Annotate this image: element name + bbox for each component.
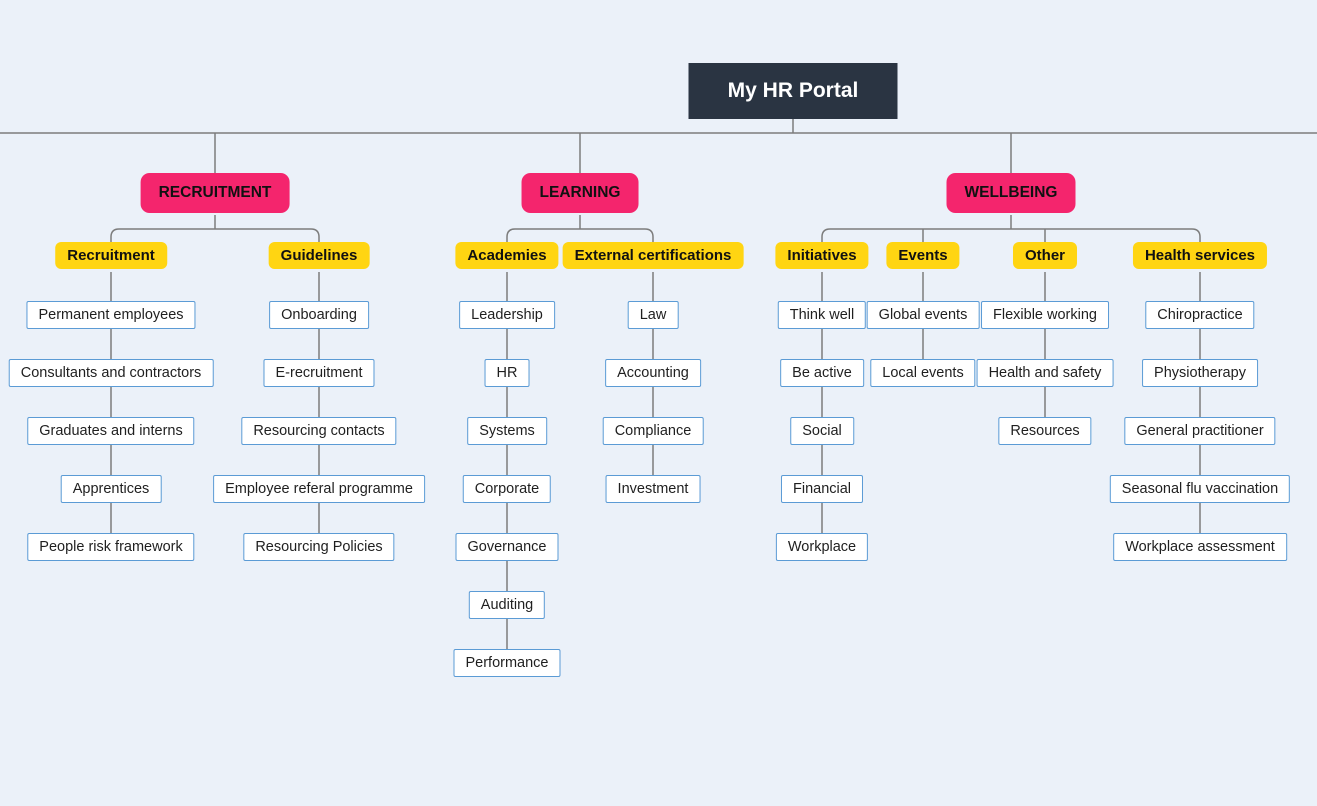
leaf-node-local-events[interactable]: Local events [870,359,976,387]
leaf-node-e-recruitment[interactable]: E-recruitment [263,359,375,387]
leaf-node-financial[interactable]: Financial [780,475,864,503]
leaf-node-law[interactable]: Law [627,301,679,329]
leaf-node-resources[interactable]: Resources [998,417,1092,445]
leaf-node-global-events[interactable]: Global events [866,301,980,329]
leaf-node-workplace[interactable]: Workplace [775,533,869,561]
leaf-node-leadership[interactable]: Leadership [459,301,555,329]
leaf-node-social[interactable]: Social [790,417,854,445]
group-node-initiatives[interactable]: Initiatives [775,242,869,269]
leaf-node-graduates-and-interns[interactable]: Graduates and interns [27,417,195,445]
leaf-node-chiropractice[interactable]: Chiropractice [1145,301,1255,329]
bracket-connector [110,228,320,242]
group-node-academies[interactable]: Academies [455,242,559,269]
bracket-connector [821,228,1201,242]
leaf-node-seasonal-flu-vaccination[interactable]: Seasonal flu vaccination [1109,475,1291,503]
branch-node-wellbeing[interactable]: WELLBEING [946,173,1076,213]
leaf-node-health-and-safety[interactable]: Health and safety [976,359,1114,387]
leaf-node-employee-referal-programme[interactable]: Employee referal programme [213,475,425,503]
bracket-connector [506,228,654,242]
group-node-other[interactable]: Other [1012,242,1078,269]
leaf-node-flexible-working[interactable]: Flexible working [981,301,1109,329]
leaf-node-permanent-employees[interactable]: Permanent employees [26,301,196,329]
group-node-health-services[interactable]: Health services [1132,242,1268,269]
leaf-node-physiotherapy[interactable]: Physiotherapy [1142,359,1258,387]
group-node-recruitment[interactable]: Recruitment [55,242,167,269]
branch-node-recruitment[interactable]: RECRUITMENT [140,173,290,213]
leaf-node-apprentices[interactable]: Apprentices [60,475,162,503]
leaf-node-workplace-assessment[interactable]: Workplace assessment [1113,533,1287,561]
leaf-node-auditing[interactable]: Auditing [468,591,546,619]
leaf-node-resourcing-contacts[interactable]: Resourcing contacts [241,417,397,445]
branch-node-learning[interactable]: LEARNING [521,173,639,213]
root-node-my-hr-portal[interactable]: My HR Portal [688,63,898,119]
group-node-guidelines[interactable]: Guidelines [268,242,370,269]
leaf-node-be-active[interactable]: Be active [780,359,864,387]
leaf-node-performance[interactable]: Performance [453,649,561,677]
leaf-node-accounting[interactable]: Accounting [605,359,701,387]
leaf-node-think-well[interactable]: Think well [777,301,867,329]
group-node-external-certifications[interactable]: External certifications [562,242,744,269]
leaf-node-onboarding[interactable]: Onboarding [269,301,369,329]
leaf-node-corporate[interactable]: Corporate [462,475,552,503]
leaf-node-governance[interactable]: Governance [455,533,559,561]
leaf-node-resourcing-policies[interactable]: Resourcing Policies [243,533,395,561]
leaf-node-people-risk-framework[interactable]: People risk framework [27,533,195,561]
leaf-node-general-practitioner[interactable]: General practitioner [1124,417,1276,445]
group-node-events[interactable]: Events [886,242,960,269]
leaf-node-hr[interactable]: HR [484,359,530,387]
leaf-node-systems[interactable]: Systems [467,417,547,445]
leaf-node-consultants-and-contractors[interactable]: Consultants and contractors [8,359,214,387]
leaf-node-compliance[interactable]: Compliance [602,417,704,445]
leaf-node-investment[interactable]: Investment [605,475,701,503]
